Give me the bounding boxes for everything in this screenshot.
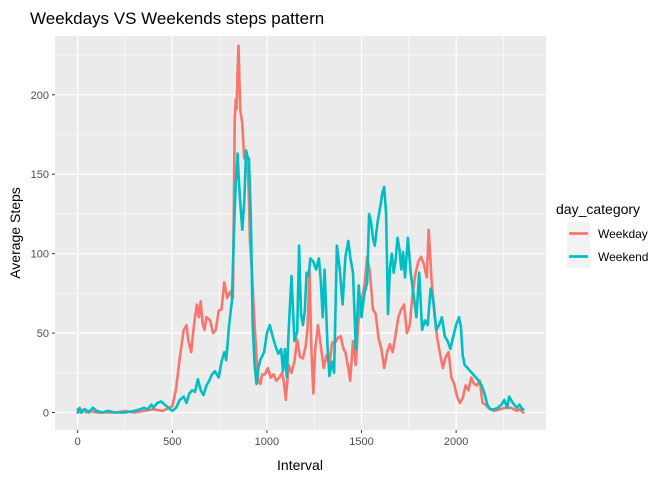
chart-title: Weekdays VS Weekends steps pattern bbox=[30, 9, 324, 28]
y-axis-title: Average Steps bbox=[7, 187, 23, 279]
x-tick-label: 0 bbox=[75, 436, 81, 448]
x-tick-label: 1500 bbox=[349, 436, 373, 448]
series-layer bbox=[76, 44, 525, 414]
y-axis: 0 50 100 150 200 bbox=[31, 90, 55, 420]
y-tick-label: 150 bbox=[31, 169, 49, 181]
y-tick-label: 50 bbox=[37, 328, 49, 340]
x-tick-label: 500 bbox=[163, 436, 181, 448]
x-axis: 0 500 1000 1500 2000 bbox=[75, 430, 468, 448]
y-tick-label: 200 bbox=[31, 90, 49, 102]
legend: day_category Weekday Weekend bbox=[556, 201, 648, 268]
grid-minor bbox=[55, 36, 546, 430]
x-axis-title: Interval bbox=[277, 457, 323, 473]
series-line-weekday bbox=[76, 44, 525, 414]
series-line-weekend bbox=[76, 149, 525, 414]
legend-title: day_category bbox=[556, 201, 640, 217]
y-tick-label: 0 bbox=[43, 408, 49, 420]
x-tick-label: 2000 bbox=[444, 436, 468, 448]
y-tick-label: 100 bbox=[31, 249, 49, 261]
legend-label-weekday: Weekday bbox=[598, 227, 648, 241]
legend-label-weekend: Weekend bbox=[598, 250, 648, 264]
x-tick-label: 1000 bbox=[255, 436, 279, 448]
